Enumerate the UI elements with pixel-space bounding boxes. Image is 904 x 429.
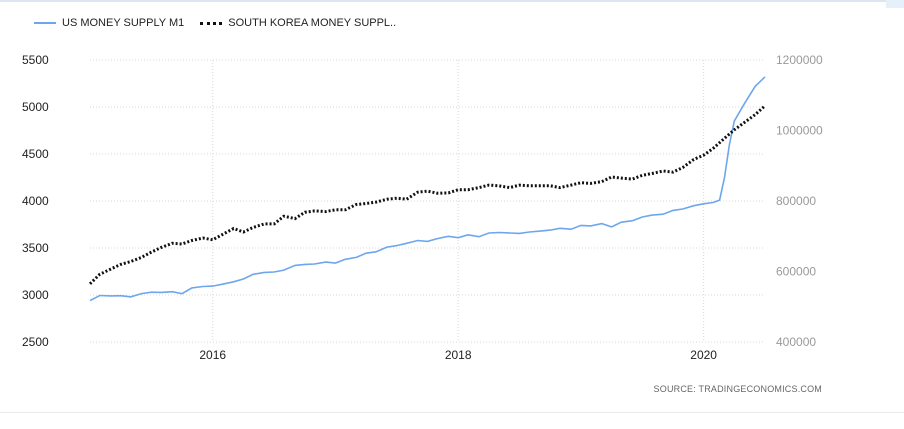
- left-tick-label: 3500: [22, 241, 49, 255]
- legend-label-us: US MONEY SUPPLY M1: [62, 17, 185, 29]
- left-axis-ticks: 2500 3000 3500 4000 4500 5000 5500: [22, 53, 49, 349]
- legend-label-korea: SOUTH KOREA MONEY SUPPL..: [228, 17, 397, 29]
- right-tick-label: 600000: [776, 265, 816, 279]
- top-border: [0, 0, 904, 2]
- x-tick-label: 2020: [690, 348, 717, 362]
- source-label: SOURCE: TRADINGECONOMICS.COM: [653, 384, 822, 394]
- series-lines: [88, 76, 767, 302]
- bottom-border: [0, 412, 904, 413]
- left-tick-label: 2500: [22, 335, 49, 349]
- grid-lines: [90, 59, 765, 343]
- x-axis-ticks: 2016 2018 2020: [199, 348, 717, 362]
- right-tick-label: 800000: [776, 194, 816, 208]
- left-tick-label: 4000: [22, 194, 49, 208]
- left-tick-label: 4500: [22, 147, 49, 161]
- legend-item-korea[interactable]: SOUTH KOREA MONEY SUPPL..: [200, 17, 396, 29]
- series-line-us-m1: [89, 76, 766, 302]
- corner-tab: [886, 0, 904, 8]
- right-axis-ticks: 400000 600000 800000 1000000 1200000: [776, 53, 823, 349]
- x-tick-label: 2016: [199, 348, 226, 362]
- legend-swatch-korea: [200, 21, 223, 25]
- x-tick-label: 2018: [445, 348, 472, 362]
- left-tick-label: 5000: [22, 100, 49, 114]
- right-tick-label: 400000: [776, 335, 816, 349]
- left-tick-label: 5500: [22, 53, 49, 67]
- chart-legend: US MONEY SUPPLY M1 SOUTH KOREA MONEY SUP…: [34, 13, 396, 33]
- right-tick-label: 1200000: [776, 53, 823, 67]
- left-tick-label: 3000: [22, 288, 49, 302]
- right-tick-label: 1000000: [776, 124, 823, 138]
- legend-swatch-us: [34, 22, 56, 24]
- legend-item-us[interactable]: US MONEY SUPPLY M1: [34, 17, 184, 29]
- series-line-south-korea: [88, 104, 767, 285]
